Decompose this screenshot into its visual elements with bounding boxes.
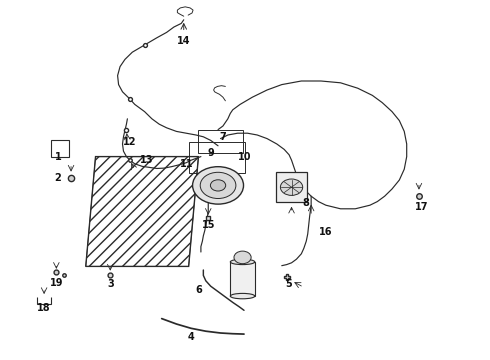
Text: 1: 1	[54, 152, 61, 162]
Bar	[275, 172, 308, 202]
Text: 6: 6	[195, 285, 202, 295]
Text: 8: 8	[303, 198, 310, 208]
Circle shape	[210, 180, 226, 191]
Text: 9: 9	[207, 148, 214, 158]
Text: 14: 14	[177, 36, 191, 46]
Bar	[198, 130, 243, 153]
Bar	[230, 262, 255, 296]
Text: 4: 4	[188, 332, 195, 342]
Circle shape	[200, 172, 236, 198]
Text: 19: 19	[49, 278, 63, 288]
Circle shape	[280, 179, 303, 195]
Polygon shape	[86, 157, 198, 266]
Text: 12: 12	[123, 137, 137, 147]
Text: 2: 2	[54, 173, 61, 183]
Text: 13: 13	[140, 155, 154, 165]
Ellipse shape	[230, 293, 255, 299]
Text: 10: 10	[238, 152, 252, 162]
Ellipse shape	[230, 259, 255, 265]
Text: 7: 7	[220, 132, 226, 142]
Text: 18: 18	[37, 303, 51, 313]
Text: 16: 16	[319, 227, 333, 237]
Circle shape	[234, 251, 251, 264]
Circle shape	[193, 167, 244, 204]
Bar	[189, 142, 245, 173]
Text: 15: 15	[201, 220, 215, 230]
Text: 3: 3	[107, 279, 114, 289]
Text: 11: 11	[179, 159, 193, 169]
Text: 17: 17	[415, 202, 428, 212]
Text: 5: 5	[286, 279, 293, 289]
